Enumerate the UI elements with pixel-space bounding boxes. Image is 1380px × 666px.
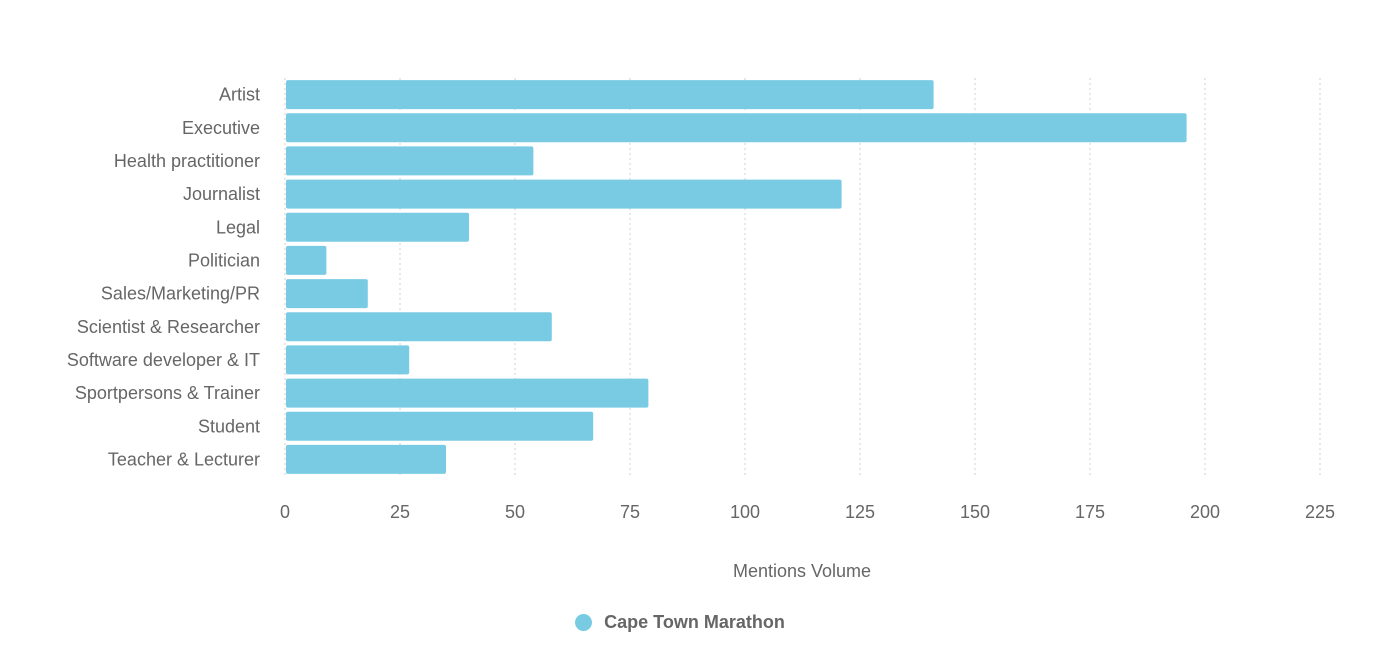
bar[interactable]	[286, 312, 552, 342]
category-label: Health practitioner	[114, 151, 260, 171]
bar[interactable]	[286, 378, 649, 408]
category-label: Legal	[216, 217, 260, 237]
category-label: Sportpersons & Trainer	[75, 383, 260, 403]
bar[interactable]	[286, 80, 934, 110]
x-tick-labels: 0 25 50 75 100 125 150 175 200 225	[280, 502, 1335, 522]
x-tick-label: 50	[505, 502, 525, 522]
x-tick-label: 150	[960, 502, 990, 522]
x-axis-title: Mentions Volume	[733, 561, 871, 581]
category-label: Sales/Marketing/PR	[101, 284, 260, 304]
bar[interactable]	[286, 212, 469, 242]
category-label: Artist	[219, 85, 260, 105]
category-label: Politician	[188, 250, 260, 270]
category-label: Executive	[182, 118, 260, 138]
x-tick-label: 175	[1075, 502, 1105, 522]
bar[interactable]	[286, 345, 410, 375]
category-label: Student	[198, 416, 260, 436]
category-labels: Artist Executive Health practitioner Journa…	[67, 85, 260, 470]
category-label: Teacher & Lecturer	[108, 449, 260, 469]
bar[interactable]	[286, 279, 368, 309]
legend: Cape Town Marathon	[0, 612, 1360, 633]
x-tick-label: 100	[730, 502, 760, 522]
x-tick-label: 200	[1190, 502, 1220, 522]
x-tick-label: 225	[1305, 502, 1335, 522]
legend-item[interactable]: Cape Town Marathon	[575, 612, 785, 633]
category-label: Journalist	[183, 184, 260, 204]
x-tick-label: 25	[390, 502, 410, 522]
bar[interactable]	[286, 411, 594, 441]
bar[interactable]	[286, 146, 534, 176]
category-label: Scientist & Researcher	[77, 317, 260, 337]
legend-label: Cape Town Marathon	[604, 612, 785, 632]
bar[interactable]	[286, 245, 327, 275]
bars	[286, 80, 1187, 474]
category-label: Software developer & IT	[67, 350, 260, 370]
legend-marker	[575, 614, 593, 631]
bar[interactable]	[286, 179, 842, 209]
bar[interactable]	[286, 113, 1187, 143]
x-tick-label: 75	[620, 502, 640, 522]
x-tick-label: 0	[280, 502, 290, 522]
x-tick-label: 125	[845, 502, 875, 522]
grid-lines	[284, 78, 1321, 476]
bar[interactable]	[286, 444, 446, 474]
